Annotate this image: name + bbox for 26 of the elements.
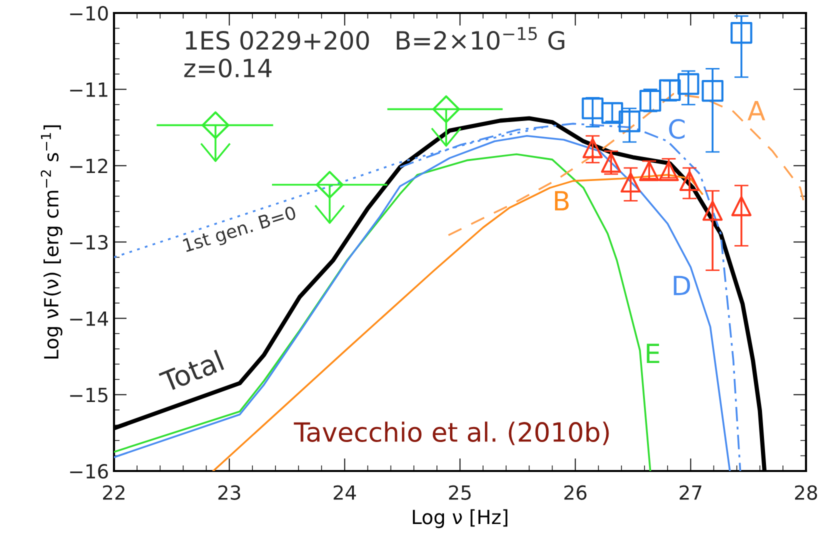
- series-label: C: [669, 119, 685, 139]
- y-tick-label: −13: [70, 234, 108, 250]
- x-tick-label: 25: [449, 485, 471, 500]
- x-tick-label: 27: [680, 485, 702, 500]
- x-axis-title: Log ν [Hz]: [412, 509, 508, 528]
- x-tick-label: 23: [218, 485, 240, 500]
- y-tick-label: −10: [70, 6, 108, 21]
- series-label: E: [646, 344, 660, 364]
- text: 1st gen. B=0: [182, 206, 298, 256]
- annotation: z=0.14: [184, 58, 272, 78]
- series-label: B: [555, 191, 569, 210]
- annotation: Tavecchio et al. (2010b): [294, 422, 609, 446]
- x-tick-label: 28: [795, 485, 818, 500]
- x-tick-label: 22: [103, 485, 124, 500]
- y-tick-label: −11: [70, 82, 108, 97]
- series-label: D: [674, 276, 690, 296]
- y-tick-label: −15: [70, 388, 108, 402]
- y-axis-title: Log νF(ν) [erg cm$^{−2}$ s$^{−1}$]: [40, 125, 62, 359]
- x-tick-label: 26: [564, 485, 586, 500]
- annotation: 1ES 0229+200 B=2×10$^{−15}$ G: [186, 27, 564, 50]
- text: Total: [158, 350, 224, 393]
- series-label: A: [748, 101, 766, 120]
- x-tick-label: 24: [334, 485, 356, 500]
- y-tick-label: −12: [70, 158, 108, 174]
- y-tick-label: −16: [70, 464, 108, 479]
- y-tick-label: −14: [70, 312, 108, 326]
